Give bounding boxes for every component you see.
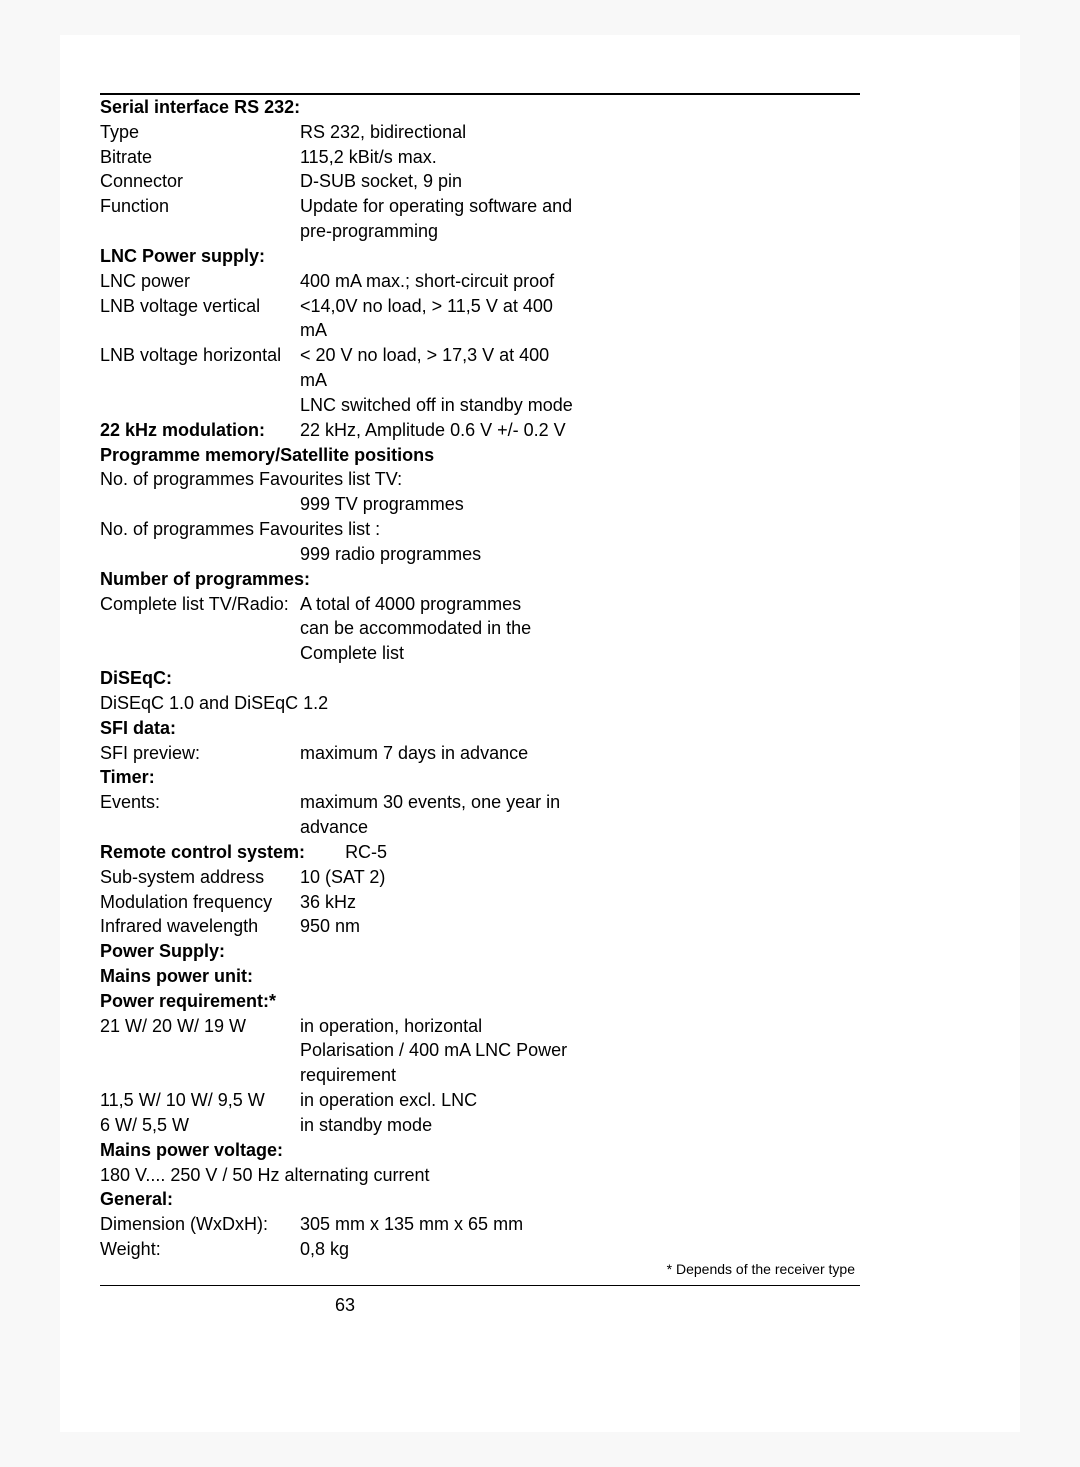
diseqc-heading: DiSEqC: (100, 666, 630, 691)
spec-row: LNB voltage vertical <14,0V no load, > 1… (100, 294, 630, 319)
spec-value: <14,0V no load, > 11,5 V at 400 (300, 294, 630, 319)
lnc-heading: LNC Power supply: (100, 244, 630, 269)
page-number: 63 (60, 1295, 590, 1316)
spec-label: 11,5 W/ 10 W/ 9,5 W (100, 1088, 300, 1113)
spec-continuation: Complete list (100, 641, 630, 666)
spec-value: maximum 7 days in advance (300, 741, 630, 766)
spec-continuation: advance (100, 815, 630, 840)
remote-heading: Remote control system: (100, 840, 305, 865)
spec-row: 22 kHz modulation: 22 kHz, Amplitude 0.6… (100, 418, 630, 443)
spec-row: Complete list TV/Radio: A total of 4000 … (100, 592, 630, 617)
spec-label: Dimension (WxDxH): (100, 1212, 300, 1237)
spec-label: Complete list TV/Radio: (100, 592, 300, 617)
spec-value: < 20 V no load, > 17,3 V at 400 (300, 343, 630, 368)
spec-value: 180 V.... 250 V / 50 Hz alternating curr… (100, 1163, 630, 1188)
page-container: Serial interface RS 232: Type RS 232, bi… (60, 35, 1020, 1432)
spec-label: SFI preview: (100, 741, 300, 766)
spec-value: 305 mm x 135 mm x 65 mm (300, 1212, 630, 1237)
spec-label: No. of programmes Favourites list : (100, 517, 630, 542)
spec-value: 22 kHz, Amplitude 0.6 V +/- 0.2 V (300, 418, 630, 443)
spec-value: DiSEqC 1.0 and DiSEqC 1.2 (100, 691, 630, 716)
spec-continuation: mA (100, 368, 630, 393)
spec-label: 21 W/ 20 W/ 19 W (100, 1014, 300, 1039)
spec-label: Type (100, 120, 300, 145)
spec-row: Connector D-SUB socket, 9 pin (100, 169, 630, 194)
spec-value: RS 232, bidirectional (300, 120, 630, 145)
spec-label: LNB voltage horizontal (100, 343, 300, 368)
spec-value: 36 kHz (300, 890, 630, 915)
spec-row: 21 W/ 20 W/ 19 W in operation, horizonta… (100, 1014, 630, 1039)
spec-label: Infrared wavelength (100, 914, 300, 939)
spec-value: D-SUB socket, 9 pin (300, 169, 630, 194)
mains-voltage-heading: Mains power voltage: (100, 1138, 630, 1163)
spec-row: Function Update for operating software a… (100, 194, 630, 219)
numprog-heading: Number of programmes: (100, 567, 630, 592)
sfi-heading: SFI data: (100, 716, 630, 741)
spec-label: LNC power (100, 269, 300, 294)
spec-value: A total of 4000 programmes (300, 592, 630, 617)
spec-value: 400 mA max.; short-circuit proof (300, 269, 630, 294)
spec-row: Infrared wavelength 950 nm (100, 914, 630, 939)
power-heading: Power Supply: (100, 939, 630, 964)
spec-value: maximum 30 events, one year in (300, 790, 630, 815)
content-area: Serial interface RS 232: Type RS 232, bi… (100, 95, 630, 1262)
spec-value: in operation, horizontal (300, 1014, 630, 1039)
spec-value: 115,2 kBit/s max. (300, 145, 630, 170)
spec-row: Modulation frequency 36 kHz (100, 890, 630, 915)
spec-continuation: mA (100, 318, 630, 343)
spec-row: Sub-system address 10 (SAT 2) (100, 865, 630, 890)
spec-value: RC-5 (345, 840, 387, 865)
spec-row: LNB voltage horizontal < 20 V no load, >… (100, 343, 630, 368)
spec-label: No. of programmes Favourites list TV: (100, 467, 630, 492)
spec-row: LNC power 400 mA max.; short-circuit pro… (100, 269, 630, 294)
spec-value: 999 TV programmes (100, 492, 630, 517)
spec-label: LNB voltage vertical (100, 294, 300, 319)
spec-row: 11,5 W/ 10 W/ 9,5 W in operation excl. L… (100, 1088, 630, 1113)
spec-row: Type RS 232, bidirectional (100, 120, 630, 145)
spec-label: Events: (100, 790, 300, 815)
timer-heading: Timer: (100, 765, 630, 790)
spec-continuation: Polarisation / 400 mA LNC Power (100, 1038, 630, 1063)
progmem-heading: Programme memory/Satellite positions (100, 443, 630, 468)
spec-label: Weight: (100, 1237, 300, 1262)
spec-label: Modulation frequency (100, 890, 300, 915)
mod22-heading: 22 kHz modulation: (100, 418, 300, 443)
power-req-heading: Power requirement:* (100, 989, 630, 1014)
footnote: * Depends of the receiver type (667, 1261, 855, 1277)
spec-label: Bitrate (100, 145, 300, 170)
spec-label: Connector (100, 169, 300, 194)
spec-value: Update for operating software and (300, 194, 630, 219)
spec-row: Bitrate 115,2 kBit/s max. (100, 145, 630, 170)
spec-value: 0,8 kg (300, 1237, 630, 1262)
spec-value: 999 radio programmes (100, 542, 630, 567)
spec-label: Function (100, 194, 300, 219)
general-heading: General: (100, 1187, 630, 1212)
bottom-rule (100, 1285, 860, 1286)
spec-continuation: requirement (100, 1063, 630, 1088)
remote-heading-row: Remote control system: RC-5 (100, 840, 630, 865)
spec-row: Events: maximum 30 events, one year in (100, 790, 630, 815)
mains-unit-heading: Mains power unit: (100, 964, 630, 989)
spec-row: SFI preview: maximum 7 days in advance (100, 741, 630, 766)
spec-value: 10 (SAT 2) (300, 865, 630, 890)
serial-heading: Serial interface RS 232: (100, 95, 630, 120)
spec-row: Dimension (WxDxH): 305 mm x 135 mm x 65 … (100, 1212, 630, 1237)
spec-label: Sub-system address (100, 865, 300, 890)
spec-value: 950 nm (300, 914, 630, 939)
spec-continuation: can be accommodated in the (100, 616, 630, 641)
spec-label: 6 W/ 5,5 W (100, 1113, 300, 1138)
spec-value: in standby mode (300, 1113, 630, 1138)
spec-continuation: pre-programming (100, 219, 630, 244)
spec-value: in operation excl. LNC (300, 1088, 630, 1113)
spec-continuation: LNC switched off in standby mode (100, 393, 630, 418)
spec-row: 6 W/ 5,5 W in standby mode (100, 1113, 630, 1138)
spec-row: Weight: 0,8 kg (100, 1237, 630, 1262)
